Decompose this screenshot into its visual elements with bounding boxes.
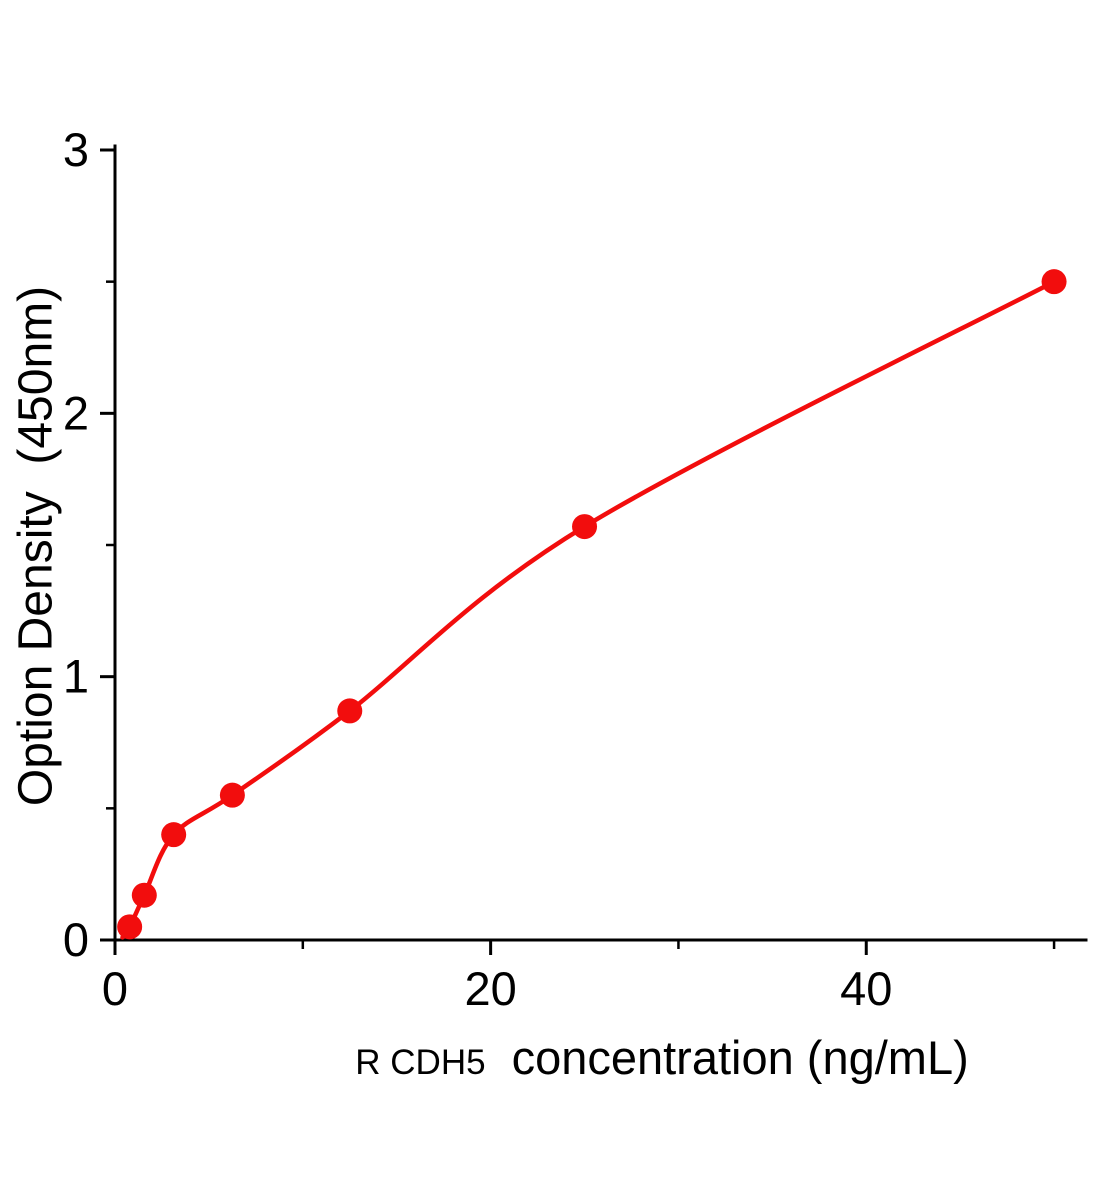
data-point: [337, 698, 363, 724]
y-tick-label: 2: [63, 386, 89, 439]
data-point: [161, 822, 187, 848]
data-point: [117, 914, 143, 940]
data-point: [572, 514, 598, 540]
x-axis-label-main: concentration (ng/mL): [511, 1031, 969, 1084]
x-tick-label: 0: [102, 962, 128, 1015]
x-tick-label: 40: [840, 962, 892, 1015]
x-axis-label-prefix: R CDH5: [355, 1043, 486, 1082]
y-axis-label: Option Density (450nm): [9, 285, 63, 807]
fit-curve: [120, 279, 1057, 940]
x-axis-label: R CDH5 concentration (ng/mL): [355, 1030, 968, 1085]
data-point: [131, 882, 157, 908]
data-point: [219, 782, 245, 808]
y-tick-label: 1: [63, 650, 89, 703]
x-tick-label: 20: [464, 962, 516, 1015]
y-tick-label: 3: [63, 123, 89, 176]
data-point: [1041, 269, 1067, 295]
y-tick-label: 0: [63, 913, 89, 966]
axes-spines: [113, 144, 1088, 942]
